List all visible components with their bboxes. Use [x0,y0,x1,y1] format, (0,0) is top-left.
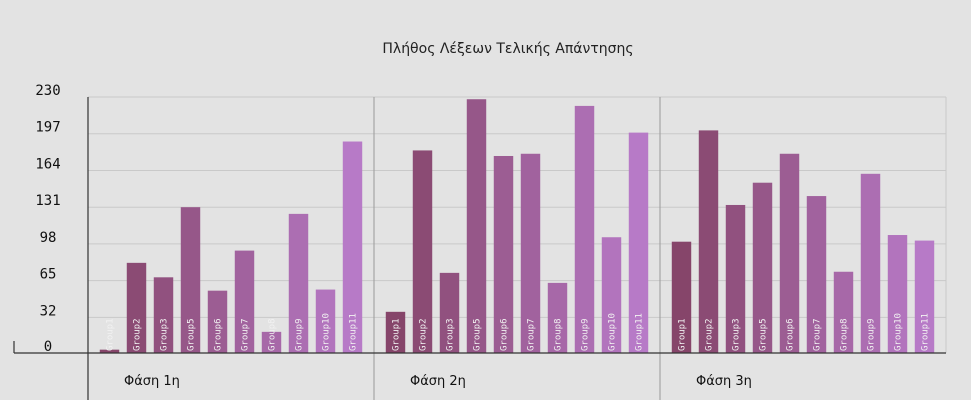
group-label: Φάση 1η [124,374,180,389]
bar [153,277,174,353]
bar [466,99,487,353]
bar-category-label: Group9 [295,318,305,351]
bar [698,130,719,353]
grid-lines [88,96,947,400]
bar-category-label: Group2 [419,318,429,351]
bar [261,331,282,353]
bar-category-label: Group3 [160,318,170,351]
bar-category-label: Group2 [705,318,715,351]
y-tick-label: 164 [35,156,60,172]
bar [671,241,692,353]
y-tick-label: 197 [35,120,60,136]
bar-category-label: Group5 [759,318,769,351]
chart-title: Πλήθος Λέξεων Τελικής Απάντησης [382,41,633,57]
bar [126,262,147,353]
y-tick-label: 230 [35,83,60,99]
bar-category-label: Group6 [214,318,224,351]
labels: 0 32 65 98 131 164 197 230 Group1 Group2 Group3 Gro… [35,83,930,389]
bar [342,141,363,353]
bar-category-label: Group1 [106,318,116,351]
y-tick-label: 98 [40,230,57,246]
bar [914,240,935,353]
bar-category-label: Group11 [635,313,645,351]
bar-category-label: Group10 [608,313,618,351]
y-tick-label: 32 [40,303,57,319]
bar-category-label: Group8 [840,318,850,351]
bar-category-label: Group7 [813,318,823,351]
bar-category-label: Group8 [268,318,278,351]
bar [99,349,120,353]
bar [806,196,827,353]
bar [752,182,773,353]
bar-category-label: Group6 [500,318,510,351]
bar-category-label: Group2 [133,318,143,351]
group-label: Φάση 3η [696,374,752,389]
bar-category-label: Group7 [241,318,251,351]
bar [833,271,854,353]
bar-category-label: Group10 [322,313,332,351]
bar [601,237,622,353]
bar [547,282,568,353]
bar [412,150,433,353]
bar-category-label: Group1 [392,318,402,351]
bar-category-label: Group9 [867,318,877,351]
y-tick-label: 131 [35,193,60,209]
axes [13,97,946,400]
bar-category-label: Group5 [473,318,483,351]
group-label: Φάση 2η [410,374,466,389]
y-tick-label: 65 [40,267,57,283]
bar [628,132,649,353]
bar [520,153,541,353]
bar-category-label: Group3 [732,318,742,351]
bar-category-label: Group7 [527,318,537,351]
bar [439,272,460,353]
bar-category-label: Group6 [786,318,796,351]
bar-category-label: Group8 [554,318,564,351]
bars [99,99,935,353]
bar [725,204,746,353]
bar-category-label: Group10 [894,313,904,351]
bar [234,250,255,353]
bar-category-label: Group5 [187,318,197,351]
bar [180,207,201,353]
bar [385,311,406,353]
bar-category-label: Group3 [446,318,456,351]
bar [207,290,228,353]
y-tick-label: 0 [44,339,52,355]
bar [288,213,309,353]
bar-category-label: Group11 [921,313,931,351]
bar-category-label: Group1 [678,318,688,351]
bar-category-label: Group9 [581,318,591,351]
bar [574,105,595,353]
bar [493,155,514,353]
bar [779,153,800,353]
bar-category-label: Group11 [349,313,359,351]
bar [860,173,881,353]
bar [887,235,908,353]
bar [315,289,336,353]
